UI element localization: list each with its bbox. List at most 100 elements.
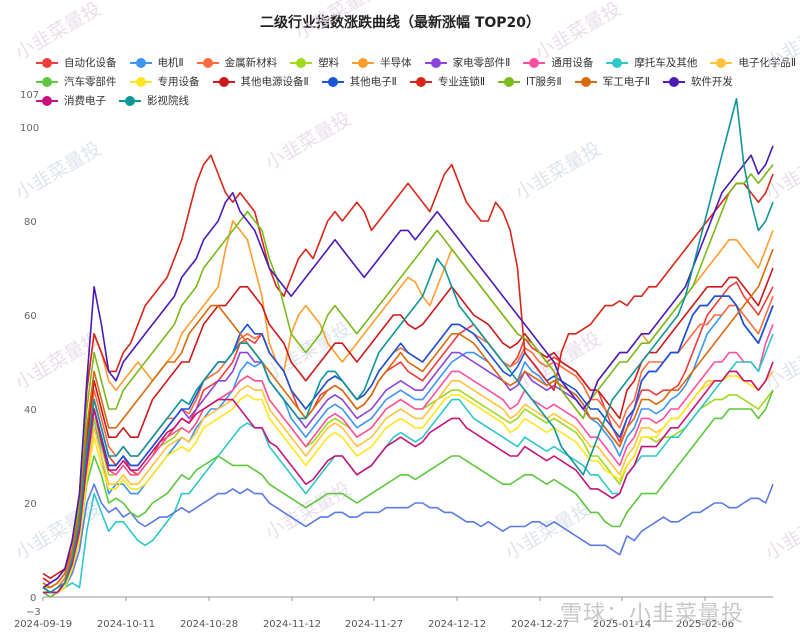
y-tick-label: 107 xyxy=(20,90,39,101)
legend-item[interactable]: 家电零部件Ⅱ xyxy=(424,55,511,70)
y-tick-label: 20 xyxy=(24,499,37,510)
watermark-text: 小韭菜量投 xyxy=(762,498,800,565)
legend-item[interactable]: 塑料 xyxy=(290,55,339,70)
y-tick-label: −3 xyxy=(26,607,41,618)
legend-item[interactable]: IT服务Ⅱ xyxy=(498,74,562,89)
x-tick-label: 2024-10-11 xyxy=(97,619,155,630)
series-line[interactable] xyxy=(42,389,774,598)
watermark-text: 小韭菜量投 xyxy=(262,318,355,385)
legend-item[interactable]: 其他电源设备Ⅱ xyxy=(212,74,309,89)
series-line[interactable] xyxy=(43,361,774,594)
series-line[interactable] xyxy=(42,281,774,598)
legend-marker-icon xyxy=(574,76,597,87)
legend-label: 半导体 xyxy=(380,57,412,69)
legend-item[interactable]: 其他电子Ⅱ xyxy=(321,74,397,89)
legend-label: 摩托车及其他 xyxy=(634,57,698,69)
y-tick-label: 80 xyxy=(24,217,37,228)
legend-item[interactable]: 通用设备 xyxy=(523,55,593,70)
series-line[interactable] xyxy=(43,361,774,594)
x-tick-label: 2025-01-14 xyxy=(593,619,651,630)
legend-item[interactable]: 消费电子 xyxy=(36,93,106,108)
legend-item[interactable]: 电机Ⅱ xyxy=(129,55,184,70)
legend-marker-icon xyxy=(352,57,375,68)
legend-item[interactable]: 摩托车及其他 xyxy=(606,55,697,70)
series-line[interactable] xyxy=(42,154,774,584)
legend-label: 专业连锁Ⅱ xyxy=(437,76,486,88)
series-line[interactable] xyxy=(42,295,774,594)
series-line[interactable] xyxy=(42,98,774,594)
series-line[interactable] xyxy=(42,248,774,589)
watermark-text: 小韭菜量投 xyxy=(12,0,105,64)
legend-marker-icon xyxy=(710,57,733,68)
legend-marker-icon xyxy=(424,57,447,68)
x-tick-label: 2024-11-12 xyxy=(263,619,321,630)
series-line[interactable] xyxy=(43,483,774,594)
y-tick-label: 100 xyxy=(20,123,39,134)
legend-item[interactable]: 汽车零部件 xyxy=(36,74,117,89)
series-line[interactable] xyxy=(43,324,774,594)
series-line[interactable] xyxy=(43,295,774,594)
legend-row: 汽车零部件 专用设备 其他电源设备Ⅱ 其他电子Ⅱ 专业连锁Ⅱ IT服务Ⅱ 军工电子Ⅱ 软件开发 xyxy=(36,72,796,91)
watermark-text: 小韭菜量投 xyxy=(502,498,595,565)
watermark-text: 小韭菜量投 xyxy=(532,0,625,64)
legend-label: 专用设备 xyxy=(157,76,200,88)
watermark-text: 小韭菜量投 xyxy=(292,0,385,44)
legend-label: 软件开发 xyxy=(690,76,733,88)
legend-marker-icon xyxy=(129,76,152,87)
chart-legend: 自动化设备 电机Ⅱ 金属新材料 塑料 半导体 家电零部件Ⅱ 通用设备 摩托车及其他 电子化学品Ⅱ… xyxy=(36,53,796,110)
legend-label: 塑料 xyxy=(318,57,340,69)
watermark-text: 小韭菜量投 xyxy=(762,8,800,75)
legend-item[interactable]: 半导体 xyxy=(352,55,412,70)
watermark-text: 小韭菜量投 xyxy=(12,138,105,205)
series-line[interactable] xyxy=(43,295,774,594)
legend-item[interactable]: 自动化设备 xyxy=(36,55,117,70)
series-line[interactable] xyxy=(42,145,774,589)
legend-item[interactable]: 软件开发 xyxy=(662,74,733,89)
series-line[interactable] xyxy=(42,370,774,598)
legend-label: IT服务Ⅱ xyxy=(526,76,562,88)
series-line[interactable] xyxy=(42,267,774,580)
y-tick-label: 60 xyxy=(24,311,37,322)
legend-item[interactable]: 专用设备 xyxy=(129,74,200,89)
y-tick-label: 40 xyxy=(24,405,37,416)
series-line[interactable] xyxy=(42,333,774,594)
legend-row: 消费电子 影视院线 xyxy=(36,91,796,110)
watermark-text: 小韭菜量投 xyxy=(262,108,355,175)
legend-marker-icon xyxy=(662,76,685,87)
legend-item[interactable]: 电子化学品Ⅱ xyxy=(710,55,796,70)
x-tick-label: 2024-12-27 xyxy=(511,619,569,630)
chart-title: 二级行业指数涨跌曲线（最新涨幅 TOP20） xyxy=(259,15,541,31)
legend-label: 军工电子Ⅱ xyxy=(602,76,650,88)
legend-item[interactable]: 专业连锁Ⅱ xyxy=(409,74,486,89)
legend-label: 自动化设备 xyxy=(64,57,117,69)
y-axis: −3 0 20 40 60 80 100 107 xyxy=(20,90,41,618)
legend-item[interactable]: 金属新材料 xyxy=(196,55,278,70)
legend-label: 电子化学品Ⅱ xyxy=(738,57,797,69)
series-line[interactable] xyxy=(42,164,774,589)
legend-marker-icon xyxy=(36,95,58,106)
legend-marker-icon xyxy=(290,57,313,68)
legend-label: 金属新材料 xyxy=(224,57,278,69)
series-lines xyxy=(42,98,774,598)
watermark-text: 小韭菜量投 xyxy=(512,138,605,205)
legend-item[interactable]: 军工电子Ⅱ xyxy=(574,74,650,89)
x-axis: 2024-09-19 2024-10-11 2024-10-28 2024-11-12… xyxy=(14,596,773,630)
legend-label: 电机Ⅱ xyxy=(157,57,184,69)
x-tick-label: 2024-09-19 xyxy=(14,619,72,630)
x-tick-label: 2024-10-28 xyxy=(180,619,238,630)
legend-label: 影视院线 xyxy=(147,95,189,107)
legend-marker-icon xyxy=(409,76,432,87)
series-line[interactable] xyxy=(43,304,774,594)
legend-marker-icon xyxy=(196,57,219,68)
legend-label: 通用设备 xyxy=(551,57,594,69)
legend-label: 家电零部件Ⅱ xyxy=(452,57,511,69)
legend-marker-icon xyxy=(498,76,521,87)
legend-marker-icon xyxy=(36,76,58,87)
x-tick-label: 2025-02-06 xyxy=(676,619,734,630)
legend-item[interactable]: 影视院线 xyxy=(119,93,189,108)
legend-marker-icon xyxy=(212,76,235,87)
legend-label: 其他电源设备Ⅱ xyxy=(240,76,309,88)
legend-marker-icon xyxy=(119,95,141,106)
x-tick-label: 2024-12-12 xyxy=(428,619,486,630)
